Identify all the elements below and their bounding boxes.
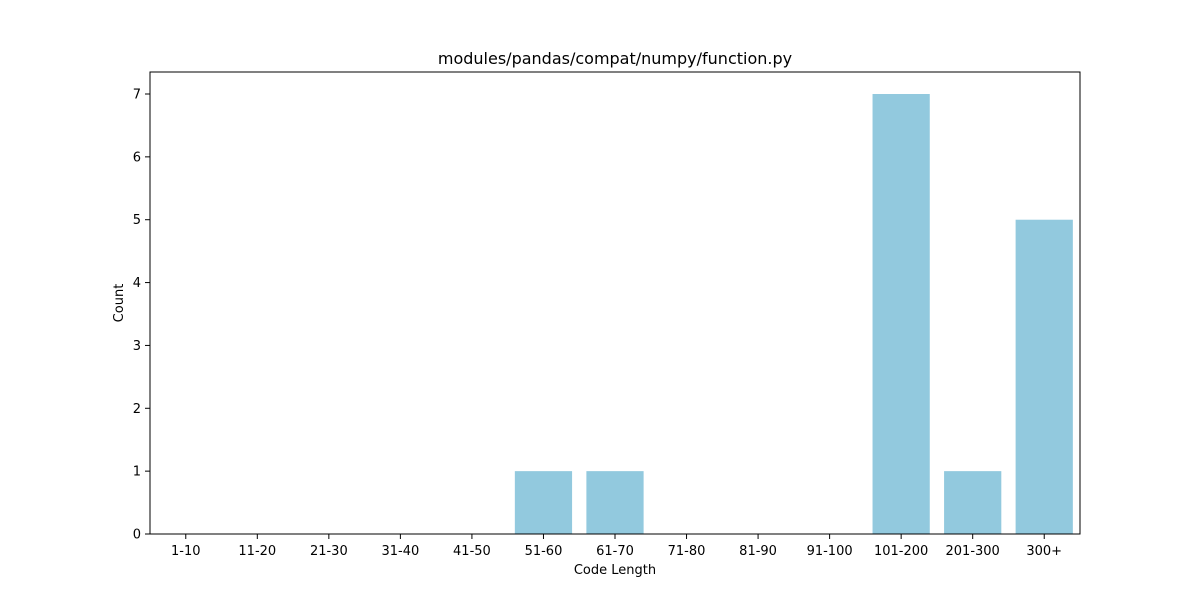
bar-300+ <box>1015 219 1073 534</box>
y-axis-label: Count <box>112 284 127 323</box>
y-axis: 0 1 2 3 4 5 6 7 <box>133 88 150 543</box>
x-tick-label: 31-40 <box>381 544 419 559</box>
bar-51-60 <box>514 471 573 534</box>
x-tick-label: 71-80 <box>668 544 706 559</box>
x-tick-label: 51-60 <box>525 544 563 559</box>
y-tick-label: 2 <box>133 402 141 417</box>
chart-title: modules/pandas/compat/numpy/function.py <box>438 49 792 68</box>
x-tick-label: 21-30 <box>310 544 348 559</box>
bars-group <box>514 94 1073 534</box>
bar-201-300 <box>944 471 1002 534</box>
x-tick-label: 61-70 <box>596 544 634 559</box>
y-tick-label: 6 <box>133 150 141 165</box>
x-tick-label: 201-300 <box>946 544 1000 559</box>
y-tick-label: 4 <box>133 276 141 291</box>
x-tick-label: 101-200 <box>874 544 928 559</box>
y-tick-label: 1 <box>133 465 141 480</box>
x-tick-label: 11-20 <box>238 544 276 559</box>
x-axis-label: Code Length <box>574 563 656 578</box>
bar-61-70 <box>586 471 644 534</box>
y-tick-label: 3 <box>133 339 141 354</box>
plot-frame <box>149 71 1081 535</box>
x-tick-label: 81-90 <box>739 544 777 559</box>
x-tick-label: 91-100 <box>807 544 853 559</box>
x-tick-label: 300+ <box>1026 544 1062 559</box>
x-tick-label: 1-10 <box>171 544 201 559</box>
x-tick-label: 41-50 <box>453 544 491 559</box>
y-tick-label: 0 <box>133 528 141 543</box>
y-tick-label: 7 <box>133 88 141 103</box>
bar-101-200 <box>872 94 930 534</box>
y-tick-label: 5 <box>133 213 141 228</box>
x-axis: 1-10 11-20 21-30 31-40 41-50 51-60 61-70 71-80 8… <box>171 534 1062 559</box>
